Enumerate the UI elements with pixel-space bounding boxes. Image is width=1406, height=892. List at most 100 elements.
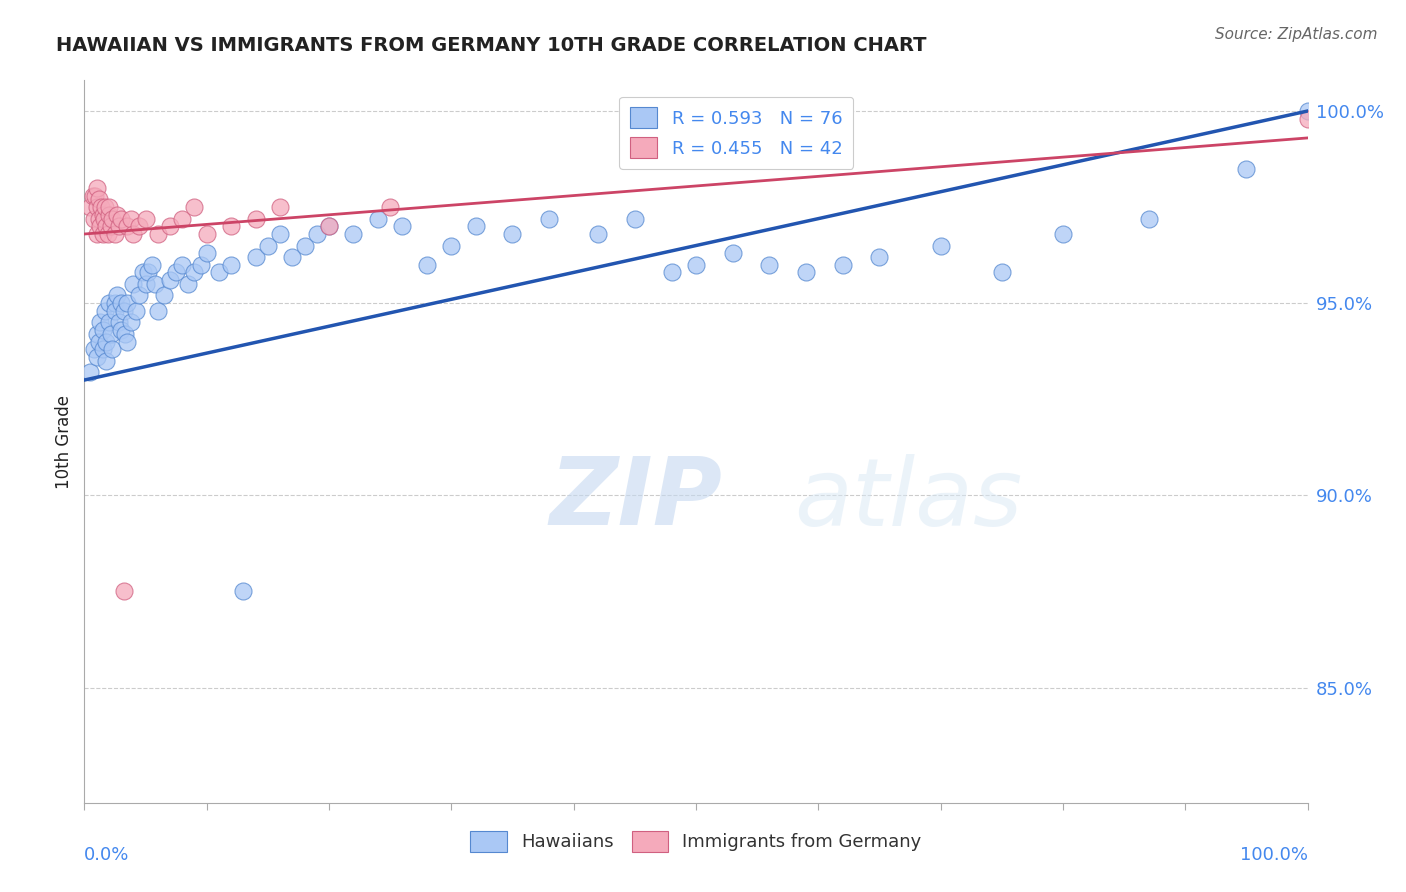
Text: ZIP: ZIP [550, 453, 723, 545]
Text: 100.0%: 100.0% [1240, 847, 1308, 864]
Point [721, 246, 744, 260]
Point [153, 288, 176, 302]
Point [380, 200, 402, 214]
Point [91, 343, 114, 357]
Point [104, 296, 127, 310]
Point [114, 326, 136, 341]
Point [122, 277, 145, 291]
Point [87, 211, 110, 226]
Point [318, 219, 340, 234]
Point [86, 326, 108, 341]
Point [86, 350, 108, 364]
Point [794, 265, 817, 279]
Point [1296, 112, 1319, 126]
Point [172, 211, 194, 226]
Point [159, 273, 181, 287]
Point [84, 188, 107, 202]
Point [146, 304, 169, 318]
Point [90, 200, 112, 214]
Point [305, 227, 328, 241]
Point [177, 277, 200, 291]
Point [97, 208, 120, 222]
Point [105, 288, 128, 302]
Legend: Hawaiians, Immigrants from Germany: Hawaiians, Immigrants from Germany [463, 823, 929, 859]
Point [120, 211, 142, 226]
Text: atlas: atlas [794, 454, 1022, 545]
Point [105, 208, 128, 222]
Point [79, 200, 101, 214]
Point [96, 354, 118, 368]
Point [110, 323, 132, 337]
Point [1052, 227, 1074, 241]
Point [464, 219, 486, 234]
Text: Source: ZipAtlas.com: Source: ZipAtlas.com [1215, 27, 1378, 42]
Point [112, 584, 135, 599]
Point [1296, 103, 1319, 118]
Point [93, 211, 115, 226]
Point [869, 250, 891, 264]
Point [112, 304, 135, 318]
Point [342, 227, 364, 241]
Point [96, 334, 118, 349]
Point [120, 315, 142, 329]
Point [416, 258, 439, 272]
Point [91, 227, 114, 241]
Point [122, 227, 145, 241]
Point [502, 227, 524, 241]
Point [1137, 211, 1160, 226]
Point [83, 343, 105, 357]
Point [89, 315, 111, 329]
Point [831, 258, 853, 272]
Point [219, 258, 242, 272]
Point [87, 193, 110, 207]
Point [586, 227, 609, 241]
Point [86, 227, 108, 241]
Point [115, 219, 138, 234]
Point [146, 227, 169, 241]
Point [97, 227, 120, 241]
Point [94, 304, 117, 318]
Point [115, 334, 138, 349]
Point [685, 258, 707, 272]
Point [183, 265, 205, 279]
Point [128, 288, 150, 302]
Point [143, 277, 166, 291]
Point [195, 227, 218, 241]
Point [128, 219, 150, 234]
Text: 0.0%: 0.0% [84, 847, 129, 864]
Point [991, 265, 1014, 279]
Point [97, 200, 120, 214]
Point [219, 219, 242, 234]
Point [367, 211, 389, 226]
Point [929, 238, 952, 252]
Point [208, 265, 231, 279]
Point [661, 265, 683, 279]
Point [758, 258, 780, 272]
Point [624, 211, 647, 226]
Point [86, 200, 108, 214]
Point [100, 219, 122, 234]
Point [232, 584, 254, 599]
Point [269, 227, 291, 241]
Point [100, 326, 122, 341]
Point [91, 323, 114, 337]
Point [125, 304, 148, 318]
Text: HAWAIIAN VS IMMIGRANTS FROM GERMANY 10TH GRADE CORRELATION CHART: HAWAIIAN VS IMMIGRANTS FROM GERMANY 10TH… [56, 36, 927, 54]
Point [107, 315, 129, 329]
Point [294, 238, 316, 252]
Point [115, 296, 138, 310]
Point [132, 265, 155, 279]
Point [440, 238, 463, 252]
Point [281, 250, 304, 264]
Point [172, 258, 194, 272]
Point [96, 219, 118, 234]
Y-axis label: 10th Grade: 10th Grade [55, 394, 73, 489]
Point [391, 219, 413, 234]
Point [86, 181, 108, 195]
Point [89, 219, 111, 234]
Point [195, 246, 218, 260]
Point [82, 188, 104, 202]
Point [104, 227, 127, 241]
Point [245, 211, 267, 226]
Point [159, 219, 181, 234]
